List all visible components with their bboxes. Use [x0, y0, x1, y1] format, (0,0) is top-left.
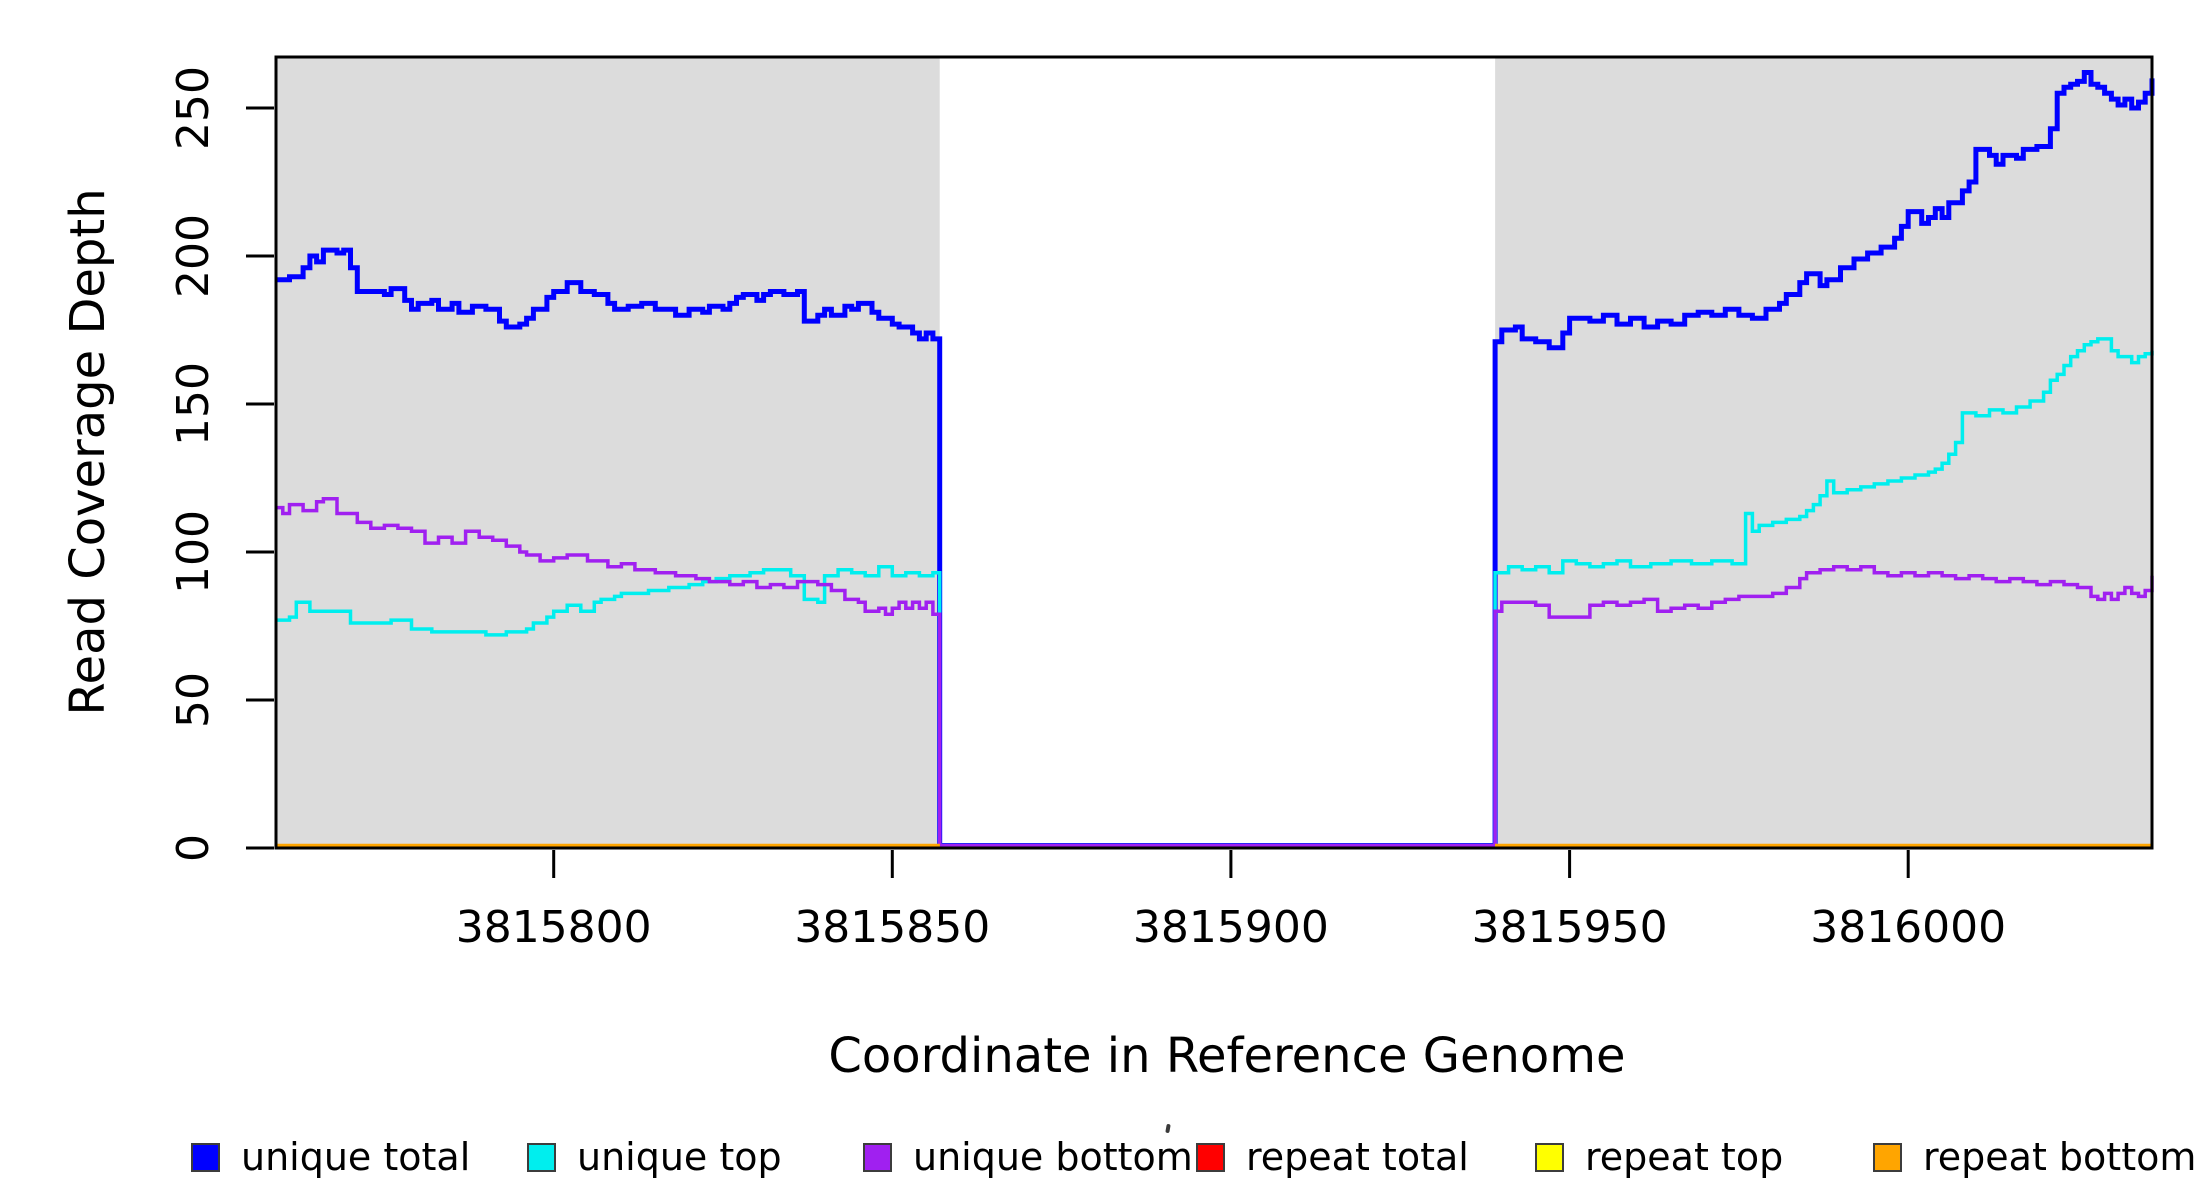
legend-label: repeat bottom: [1923, 1135, 2197, 1179]
legend-item-unique-total: unique total: [191, 1138, 470, 1176]
y-tick-label: 0: [168, 834, 219, 862]
legend-swatch-repeat-total: [1196, 1142, 1225, 1172]
right-gray-region: [1495, 57, 2152, 848]
legend-label: unique bottom: [913, 1135, 1193, 1179]
legend-item-repeat-top: repeat top: [1535, 1138, 1783, 1176]
legend-label: repeat top: [1585, 1135, 1784, 1179]
x-tick-label: 3815900: [1133, 902, 1329, 953]
legend-item-repeat-total: repeat total: [1196, 1138, 1469, 1176]
left-gray-region: [276, 57, 940, 848]
y-tick-label: 250: [168, 66, 219, 150]
y-tick-label: 200: [168, 214, 219, 298]
legend-swatch-unique-bottom: [863, 1142, 892, 1172]
x-tick-label: 3815800: [456, 902, 652, 953]
legend-item-unique-bottom: unique bottom: [863, 1138, 1193, 1176]
y-tick-label: 150: [168, 362, 219, 446]
legend-swatch-repeat-top: [1535, 1142, 1564, 1172]
legend-label: unique top: [577, 1135, 782, 1179]
x-tick-label: 3815850: [794, 902, 990, 953]
plot-border: [274, 55, 2154, 850]
legend-swatch-unique-top: [527, 1142, 556, 1172]
series-line-unique-top: [276, 337, 2154, 848]
x-axis-title: Coordinate in Reference Genome: [828, 1028, 1626, 1084]
y-axis-title: Read Coverage Depth: [60, 188, 116, 716]
x-tick-label: 3815950: [1472, 902, 1668, 953]
legend-label: repeat total: [1246, 1135, 1469, 1179]
x-tick-label: 3816000: [1810, 902, 2006, 953]
y-tick-label: 50: [168, 672, 219, 728]
legend-item-repeat-bottom: repeat bottom: [1873, 1138, 2196, 1176]
legend-swatch-unique-total: [191, 1142, 220, 1172]
legend-item-unique-top: unique top: [527, 1138, 782, 1176]
legend-swatch-repeat-bottom: [1873, 1142, 1902, 1172]
y-tick-label: 100: [168, 510, 219, 594]
series-line-unique-bottom: [276, 496, 2154, 848]
legend-label: unique total: [241, 1135, 471, 1179]
